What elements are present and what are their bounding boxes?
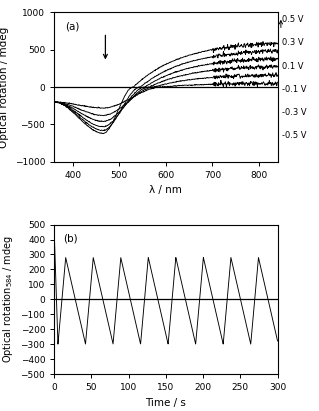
- Text: 0.5 V: 0.5 V: [282, 15, 303, 24]
- Text: (b): (b): [63, 233, 78, 244]
- Text: -0.5 V: -0.5 V: [282, 131, 307, 140]
- Text: 0.1 V: 0.1 V: [282, 62, 303, 71]
- Text: (a): (a): [65, 21, 80, 31]
- X-axis label: λ / nm: λ / nm: [149, 185, 182, 195]
- Y-axis label: Optical rotation$_{584}$ / mdeg: Optical rotation$_{584}$ / mdeg: [1, 236, 15, 363]
- Text: -0.1 V: -0.1 V: [282, 85, 307, 94]
- Text: -0.3 V: -0.3 V: [282, 108, 307, 117]
- Y-axis label: Optical rotation / mdeg: Optical rotation / mdeg: [0, 26, 9, 148]
- Text: 0.3 V: 0.3 V: [282, 39, 304, 47]
- X-axis label: Time / s: Time / s: [145, 397, 186, 408]
